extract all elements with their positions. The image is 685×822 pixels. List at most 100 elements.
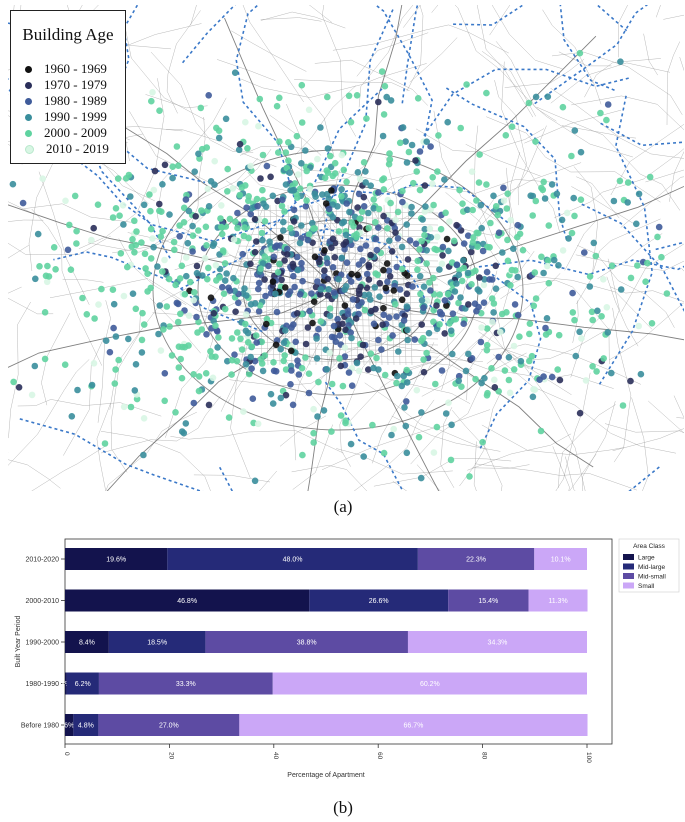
bar-value-label: 33.3% — [176, 681, 196, 688]
building-point — [259, 236, 266, 244]
building-point — [109, 286, 117, 294]
building-point — [255, 279, 263, 287]
bar-value-label: 6% — [64, 723, 74, 730]
building-point — [276, 94, 283, 102]
bar-value-label: 8.4% — [79, 640, 95, 647]
road-segment — [358, 5, 414, 108]
building-point — [242, 361, 250, 368]
building-point — [357, 245, 364, 253]
highway — [224, 17, 339, 291]
bar-value-label: 11.3% — [548, 598, 567, 605]
building-point — [468, 281, 475, 288]
building-point — [429, 274, 437, 282]
building-point — [10, 378, 17, 386]
building-point — [314, 278, 321, 285]
building-point — [308, 290, 315, 297]
legend-label: 1980 - 1989 — [44, 93, 107, 108]
building-point — [445, 247, 452, 255]
building-point — [106, 348, 114, 356]
building-point — [348, 334, 355, 342]
building-point — [633, 220, 640, 228]
boundary-line — [181, 5, 236, 64]
building-point — [372, 218, 379, 226]
building-point — [228, 371, 235, 378]
building-point — [569, 289, 576, 297]
building-point — [558, 216, 566, 224]
building-point — [489, 318, 496, 326]
building-point — [254, 420, 262, 428]
building-point — [433, 302, 440, 309]
building-point — [83, 311, 91, 318]
building-point — [177, 310, 184, 318]
building-point — [559, 247, 567, 254]
building-point — [423, 247, 431, 254]
building-point — [380, 266, 387, 274]
building-point — [251, 300, 259, 307]
building-point — [359, 341, 367, 349]
building-point — [172, 409, 179, 416]
building-point — [380, 449, 388, 457]
building-point — [376, 293, 383, 301]
building-point — [140, 415, 148, 422]
building-point — [251, 216, 259, 223]
bar-value-label: 3% — [61, 681, 71, 688]
building-point — [198, 207, 205, 214]
building-point — [290, 272, 297, 280]
building-point — [154, 263, 161, 270]
building-point — [476, 274, 483, 281]
building-point — [441, 176, 448, 183]
building-point — [294, 266, 302, 274]
road-segment — [552, 446, 570, 491]
building-point — [288, 367, 295, 374]
building-point — [488, 295, 496, 302]
building-point — [408, 203, 415, 211]
building-point — [393, 379, 400, 387]
building-point — [275, 149, 282, 156]
building-point — [396, 139, 404, 147]
building-point — [565, 235, 572, 242]
building-point — [331, 254, 339, 261]
building-point — [266, 238, 273, 245]
building-point — [253, 339, 260, 346]
building-point — [294, 357, 301, 365]
building-point — [273, 308, 281, 316]
building-point — [66, 221, 73, 229]
building-point — [406, 237, 414, 244]
building-point — [334, 203, 341, 210]
building-point — [433, 246, 441, 254]
legend-label: 2000 - 2009 — [44, 125, 107, 140]
building-point — [396, 286, 404, 293]
building-point — [317, 286, 325, 293]
building-point — [224, 188, 231, 195]
building-point — [223, 270, 230, 277]
road-segment — [542, 9, 602, 105]
building-point — [542, 331, 550, 338]
building-point — [455, 377, 463, 385]
building-point — [161, 256, 168, 264]
building-point — [539, 186, 547, 194]
building-point — [380, 212, 387, 220]
building-point — [592, 252, 600, 260]
legend-swatch — [25, 65, 32, 73]
building-point — [532, 295, 540, 302]
building-point — [356, 290, 363, 298]
building-point — [577, 148, 585, 156]
road-segment — [576, 218, 661, 305]
building-point — [526, 320, 534, 328]
road-segment — [564, 219, 597, 271]
building-point — [287, 381, 294, 388]
building-point — [427, 234, 435, 241]
building-point — [165, 275, 173, 283]
building-point — [161, 370, 169, 377]
building-point — [131, 249, 138, 256]
building-point — [383, 260, 391, 267]
building-point — [355, 190, 363, 198]
building-point — [149, 89, 156, 96]
building-point — [442, 410, 450, 417]
highway — [307, 289, 339, 491]
bar-value-label: 66.7% — [404, 723, 424, 730]
legend-label: 2010 - 2019 — [46, 141, 109, 156]
road-segment — [179, 116, 206, 265]
building-point — [347, 278, 355, 285]
building-point — [342, 417, 349, 425]
